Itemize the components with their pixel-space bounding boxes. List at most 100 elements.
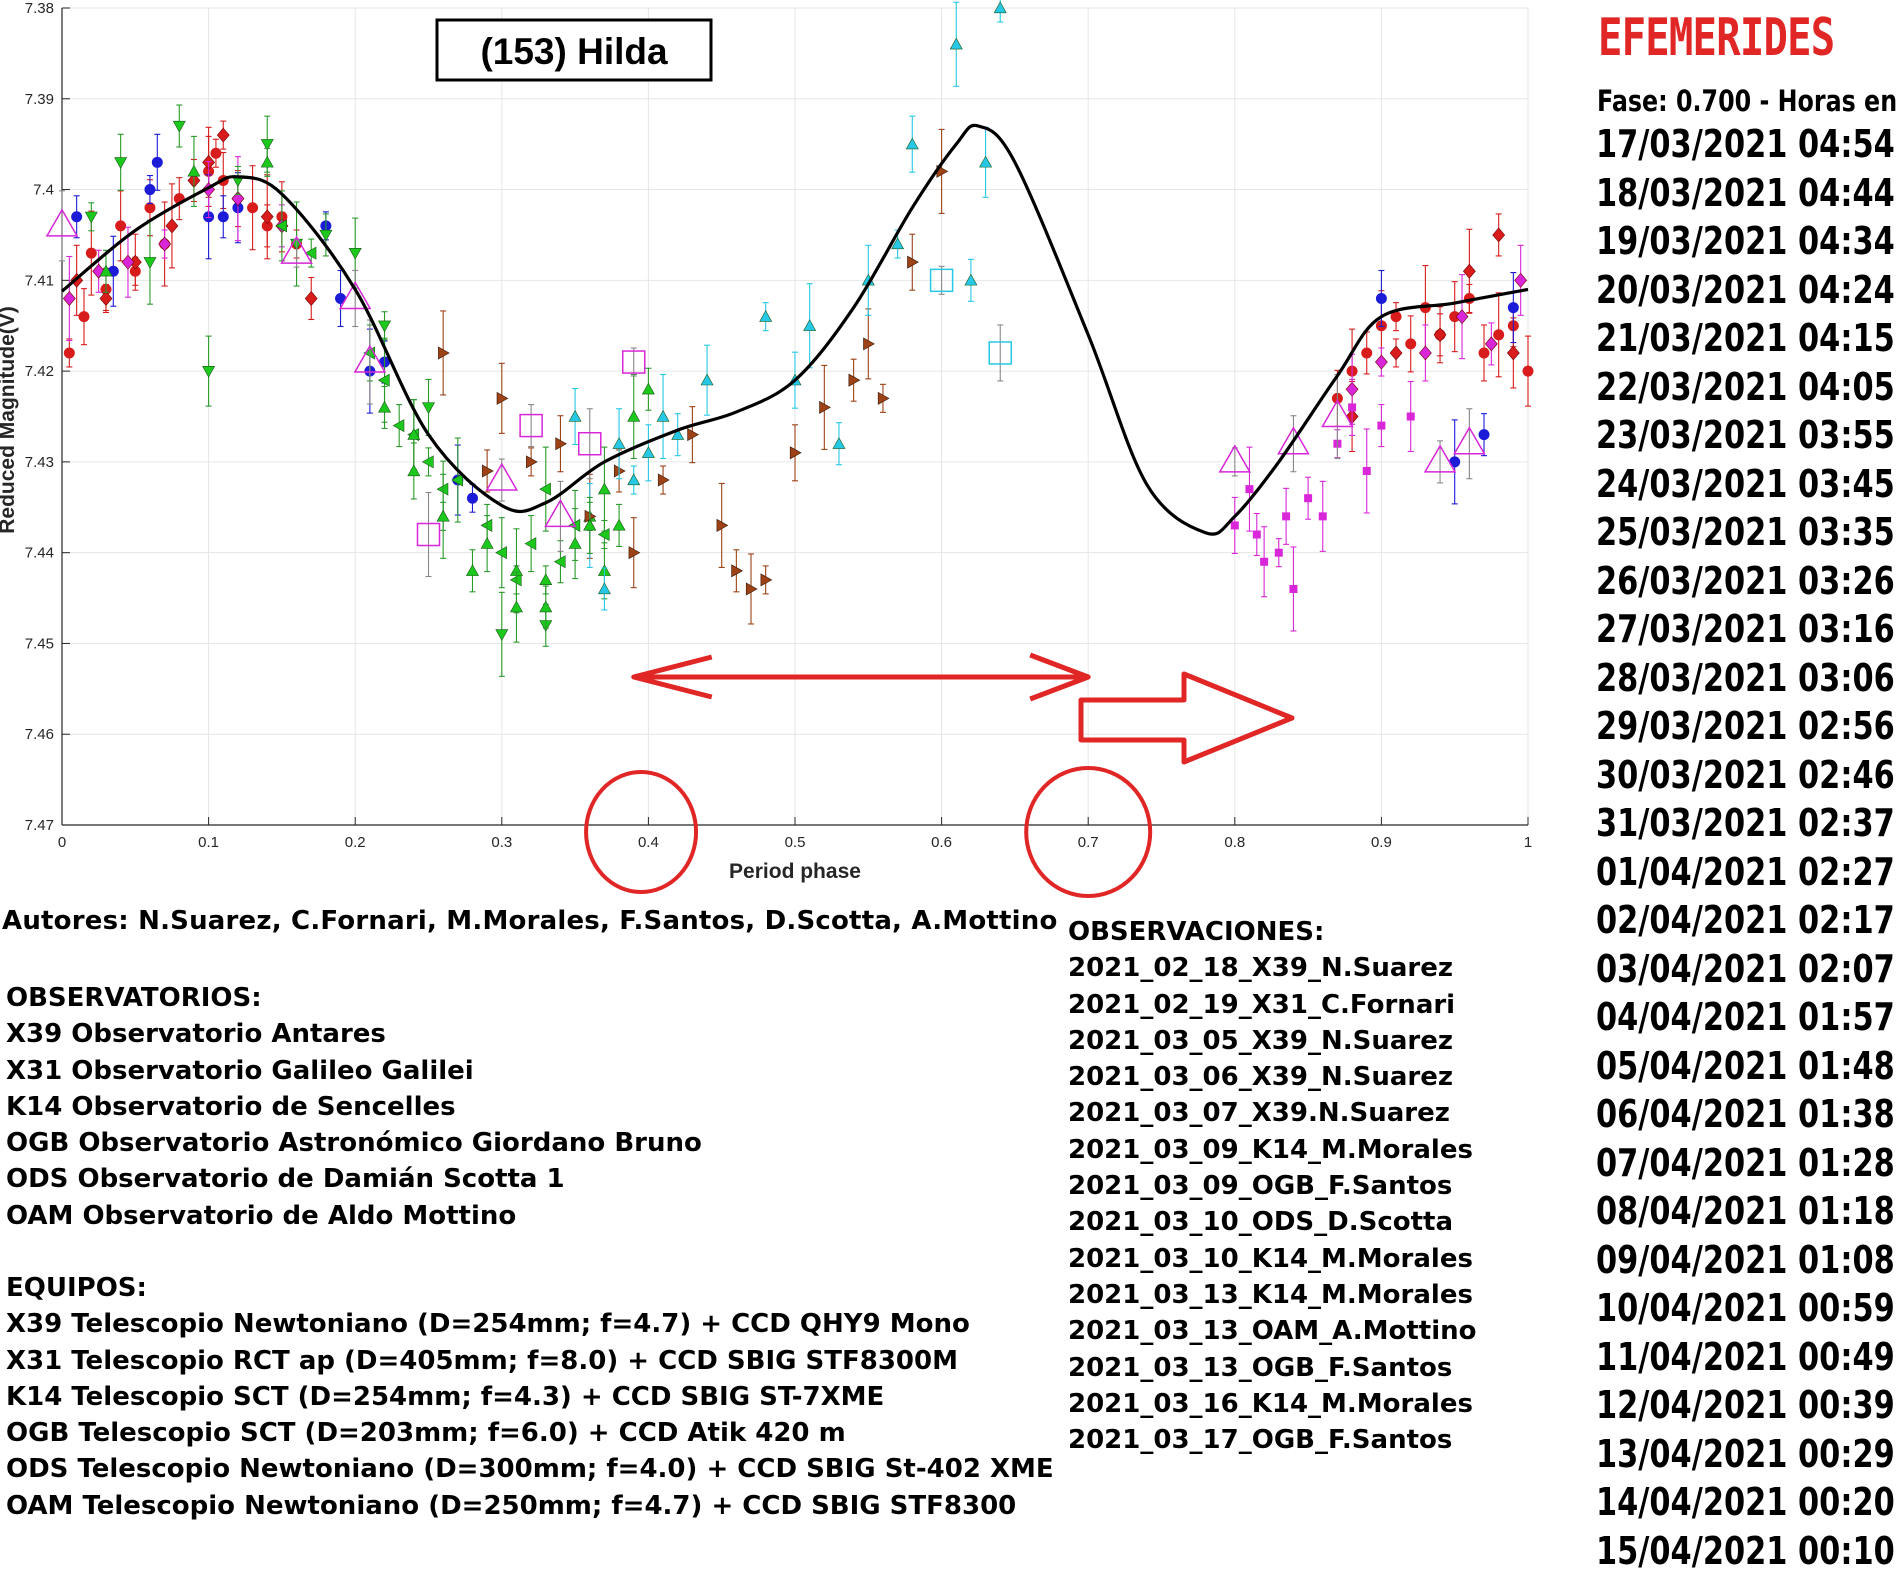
data-point xyxy=(86,248,96,258)
x-tick-label: 0.8 xyxy=(1224,834,1245,851)
observacion-line: 2021_03_16_K14_M.Morales xyxy=(1068,1386,1476,1422)
equipos-block: EQUIPOS:X39 Telescopio Newtoniano (D=254… xyxy=(6,1270,1054,1524)
observatorio-line: OGB Observatorio Astronómico Giordano Br… xyxy=(6,1125,702,1161)
observatorio-line: OBSERVATORIOS: xyxy=(6,980,702,1016)
equipo-line: K14 Telescopio SCT (D=254mm; f=4.3) + CC… xyxy=(6,1379,1054,1415)
y-tick-label: 7.44 xyxy=(25,545,54,562)
data-point xyxy=(1304,494,1312,502)
data-point xyxy=(1377,422,1385,430)
y-tick-label: 7.47 xyxy=(25,817,54,834)
efemeride-line: 25/03/2021 03:35 xyxy=(1596,508,1895,557)
y-tick-label: 7.38 xyxy=(25,0,54,17)
efemeride-line: 03/04/2021 02:07 xyxy=(1596,945,1895,994)
efemeride-line: 20/03/2021 04:24 xyxy=(1596,266,1895,315)
data-point xyxy=(116,221,126,231)
x-tick-label: 0.2 xyxy=(345,834,366,851)
data-point xyxy=(145,203,155,213)
x-tick-label: 0.6 xyxy=(931,834,952,851)
efemeride-line: 19/03/2021 04:34 xyxy=(1596,217,1895,266)
x-tick-label: 0.7 xyxy=(1078,834,1099,851)
efemeride-line: 15/04/2021 00:10 xyxy=(1596,1527,1895,1575)
equipo-line: OAM Telescopio Newtoniano (D=250mm; f=4.… xyxy=(6,1488,1054,1524)
efemeride-line: 23/03/2021 03:55 xyxy=(1596,411,1895,460)
equipo-line: OGB Telescopio SCT (D=203mm; f=6.0) + CC… xyxy=(6,1415,1054,1451)
data-point xyxy=(218,212,228,222)
y-tick-label: 7.45 xyxy=(25,635,54,652)
data-point xyxy=(1376,293,1386,303)
observacion-line: 2021_03_13_K14_M.Morales xyxy=(1068,1277,1476,1313)
data-point xyxy=(1245,485,1253,493)
x-axis-label: Period phase xyxy=(729,860,861,883)
observatorio-line: X39 Observatorio Antares xyxy=(6,1016,702,1052)
y-tick-label: 7.46 xyxy=(25,726,54,743)
efemeride-line: 30/03/2021 02:46 xyxy=(1596,751,1895,800)
efemerides-title: EFEMERIDES xyxy=(1598,8,1834,68)
efemeride-line: 06/04/2021 01:38 xyxy=(1596,1090,1895,1139)
observacion-line: OBSERVACIONES: xyxy=(1068,914,1476,950)
efemeride-line: 22/03/2021 04:05 xyxy=(1596,363,1895,412)
observacion-line: 2021_03_07_X39.N.Suarez xyxy=(1068,1095,1476,1131)
observacion-line: 2021_03_10_ODS_D.Scotta xyxy=(1068,1204,1476,1240)
data-point xyxy=(72,212,82,222)
data-point xyxy=(64,348,74,358)
observacion-line: 2021_03_17_OGB_F.Santos xyxy=(1068,1422,1476,1458)
data-point xyxy=(1289,585,1297,593)
data-point xyxy=(79,312,89,322)
efemerides-subtitle: Fase: 0.700 - Horas en TU xyxy=(1597,84,1901,118)
observacion-line: 2021_03_13_OGB_F.Santos xyxy=(1068,1350,1476,1386)
efemeride-line: 28/03/2021 03:06 xyxy=(1596,654,1895,703)
data-point xyxy=(145,185,155,195)
observatorio-line: ODS Observatorio de Damián Scotta 1 xyxy=(6,1161,702,1197)
chart-title: (153) Hilda xyxy=(480,31,668,72)
efemeride-line: 10/04/2021 00:59 xyxy=(1596,1284,1895,1333)
efemeride-line: 24/03/2021 03:45 xyxy=(1596,460,1895,509)
observacion-line: 2021_02_18_X39_N.Suarez xyxy=(1068,950,1476,986)
data-point xyxy=(994,2,1006,13)
efemeride-line: 17/03/2021 04:54 xyxy=(1596,120,1895,169)
data-point xyxy=(1362,348,1372,358)
efemeride-line: 12/04/2021 00:39 xyxy=(1596,1381,1895,1430)
efemeride-line: 26/03/2021 03:26 xyxy=(1596,557,1895,606)
observatorio-line: OAM Observatorio de Aldo Mottino xyxy=(6,1198,702,1234)
efemeride-line: 07/04/2021 01:28 xyxy=(1596,1139,1895,1188)
observatorio-line: K14 Observatorio de Sencelles xyxy=(6,1089,702,1125)
x-tick-label: 0 xyxy=(58,834,66,851)
data-point xyxy=(1275,549,1283,557)
equipo-line: X31 Telescopio RCT ap (D=405mm; f=8.0) +… xyxy=(6,1343,1054,1379)
y-tick-label: 7.41 xyxy=(25,272,54,289)
efemeride-line: 14/04/2021 00:20 xyxy=(1596,1478,1895,1527)
x-tick-label: 0.9 xyxy=(1371,834,1392,851)
efemeride-line: 29/03/2021 02:56 xyxy=(1596,702,1895,751)
data-point xyxy=(1363,467,1371,475)
data-point xyxy=(211,148,221,158)
y-tick-label: 7.39 xyxy=(25,91,54,108)
data-point xyxy=(1282,512,1290,520)
efemeride-line: 09/04/2021 01:08 xyxy=(1596,1236,1895,1285)
authors-line: Autores: N.Suarez, C.Fornari, M.Morales,… xyxy=(2,906,1058,936)
data-point xyxy=(1406,339,1416,349)
observacion-line: 2021_03_10_K14_M.Morales xyxy=(1068,1241,1476,1277)
efemeride-line: 01/04/2021 02:27 xyxy=(1596,848,1895,897)
y-axis-label: Reduced Magnitude(V) xyxy=(0,306,19,534)
efemeride-line: 11/04/2021 00:49 xyxy=(1596,1333,1895,1382)
observacion-line: 2021_03_09_OGB_F.Santos xyxy=(1068,1168,1476,1204)
data-point xyxy=(1319,512,1327,520)
y-tick-label: 7.4 xyxy=(33,182,54,199)
efemeride-line: 02/04/2021 02:17 xyxy=(1596,896,1895,945)
x-tick-label: 0.3 xyxy=(491,834,512,851)
observacion-line: 2021_03_09_K14_M.Morales xyxy=(1068,1132,1476,1168)
data-point xyxy=(1523,366,1533,376)
data-point xyxy=(152,157,162,167)
equipo-line: ODS Telescopio Newtoniano (D=300mm; f=4.… xyxy=(6,1451,1054,1487)
data-point xyxy=(1508,303,1518,313)
data-point xyxy=(1348,403,1356,411)
observacion-line: 2021_02_19_X31_C.Fornari xyxy=(1068,987,1476,1023)
x-tick-label: 0.4 xyxy=(638,834,659,851)
equipo-line: EQUIPOS: xyxy=(6,1270,1054,1306)
observacion-line: 2021_03_06_X39_N.Suarez xyxy=(1068,1059,1476,1095)
data-point xyxy=(1260,558,1268,566)
data-point xyxy=(467,493,477,503)
y-tick-label: 7.42 xyxy=(25,363,54,380)
